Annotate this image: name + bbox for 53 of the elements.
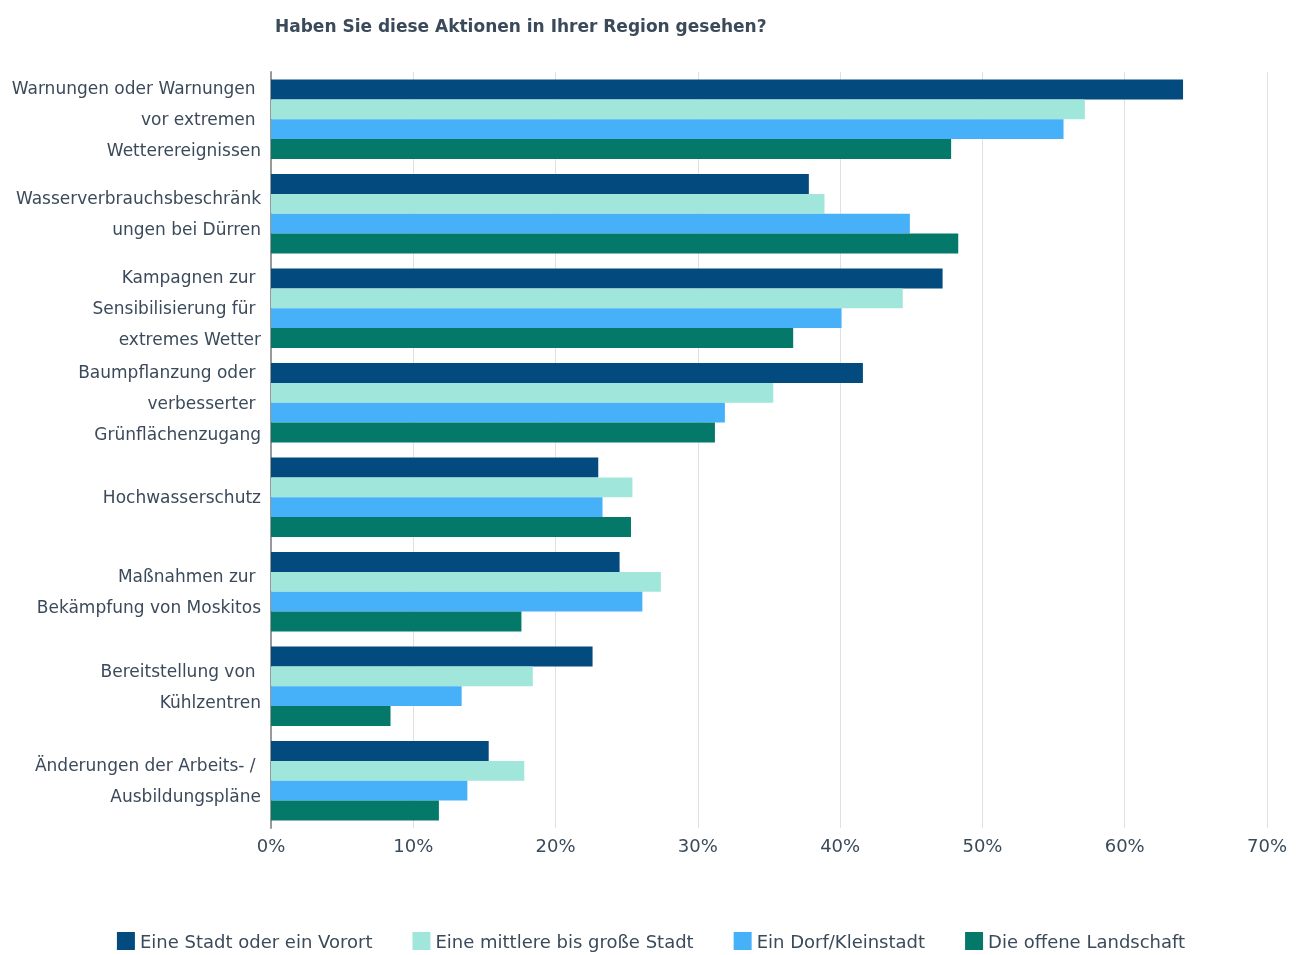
legend-label: Die offene Landschaft <box>988 930 1186 952</box>
x-tick-label: 70% <box>1246 834 1288 856</box>
bar <box>271 308 842 329</box>
x-tick-label: 50% <box>962 834 1003 856</box>
x-tick-label: 40% <box>820 834 861 856</box>
y-tick-label: Baumpflanzung oder verbesserter Grünflächenzugang <box>78 361 261 444</box>
bar <box>271 517 631 537</box>
bar <box>271 497 603 518</box>
legend-label: Eine Stadt oder ein Vorort <box>139 930 373 952</box>
bar <box>271 800 439 821</box>
x-tick-label: 60% <box>1104 834 1145 856</box>
bar <box>271 552 620 572</box>
y-tick-label: Änderungen der Arbeits- / Ausbildungspläne <box>34 755 261 807</box>
bar <box>271 268 943 289</box>
bar <box>271 139 952 159</box>
y-tick-label: Wasserverbrauchsbeschränkungen bei Dürren <box>15 188 262 240</box>
bar <box>271 382 774 403</box>
bar <box>271 119 1064 140</box>
bar <box>271 457 599 478</box>
bar <box>271 193 825 214</box>
bar <box>271 233 959 254</box>
bar <box>271 328 794 348</box>
y-tick-label: Warnungen oder Warnungen vor extremen Wetterereignissen <box>11 78 261 161</box>
y-tick-label: Maßnahmen zur Bekämpfung von Moskitos <box>36 566 262 618</box>
x-tick-label: 10% <box>393 834 434 856</box>
bar <box>271 760 525 781</box>
bar <box>271 422 715 443</box>
x-tick-label: 20% <box>535 834 576 856</box>
y-tick-label: Bereitstellung von Kühlzentren <box>100 660 261 712</box>
x-tick-label: 0% <box>256 834 286 856</box>
bar <box>271 402 725 423</box>
bar <box>271 780 468 801</box>
legend-label: Eine mittlere bis große Stadt <box>435 930 694 952</box>
bar <box>271 591 643 612</box>
bar <box>271 706 391 726</box>
bar <box>271 99 1085 120</box>
bar <box>271 571 661 592</box>
x-tick-label: 30% <box>677 834 718 856</box>
bar <box>271 288 903 309</box>
y-tick-label: Hochwasserschutz <box>102 487 262 508</box>
y-tick-label: Kampagnen zur Sensibilisierung für extremes Wetter <box>92 267 262 350</box>
bar <box>271 477 633 498</box>
bar <box>271 174 809 194</box>
bar <box>271 666 533 687</box>
chart-title: Haben Sie diese Aktionen in Ihrer Region gesehen? <box>275 15 767 36</box>
bar <box>271 79 1184 100</box>
bar <box>271 611 522 632</box>
legend-label: Ein Dorf/Kleinstadt <box>756 930 926 952</box>
bar <box>271 363 863 383</box>
bar <box>271 686 462 707</box>
bar <box>271 741 489 761</box>
bar <box>271 213 910 234</box>
bar <box>271 646 593 667</box>
